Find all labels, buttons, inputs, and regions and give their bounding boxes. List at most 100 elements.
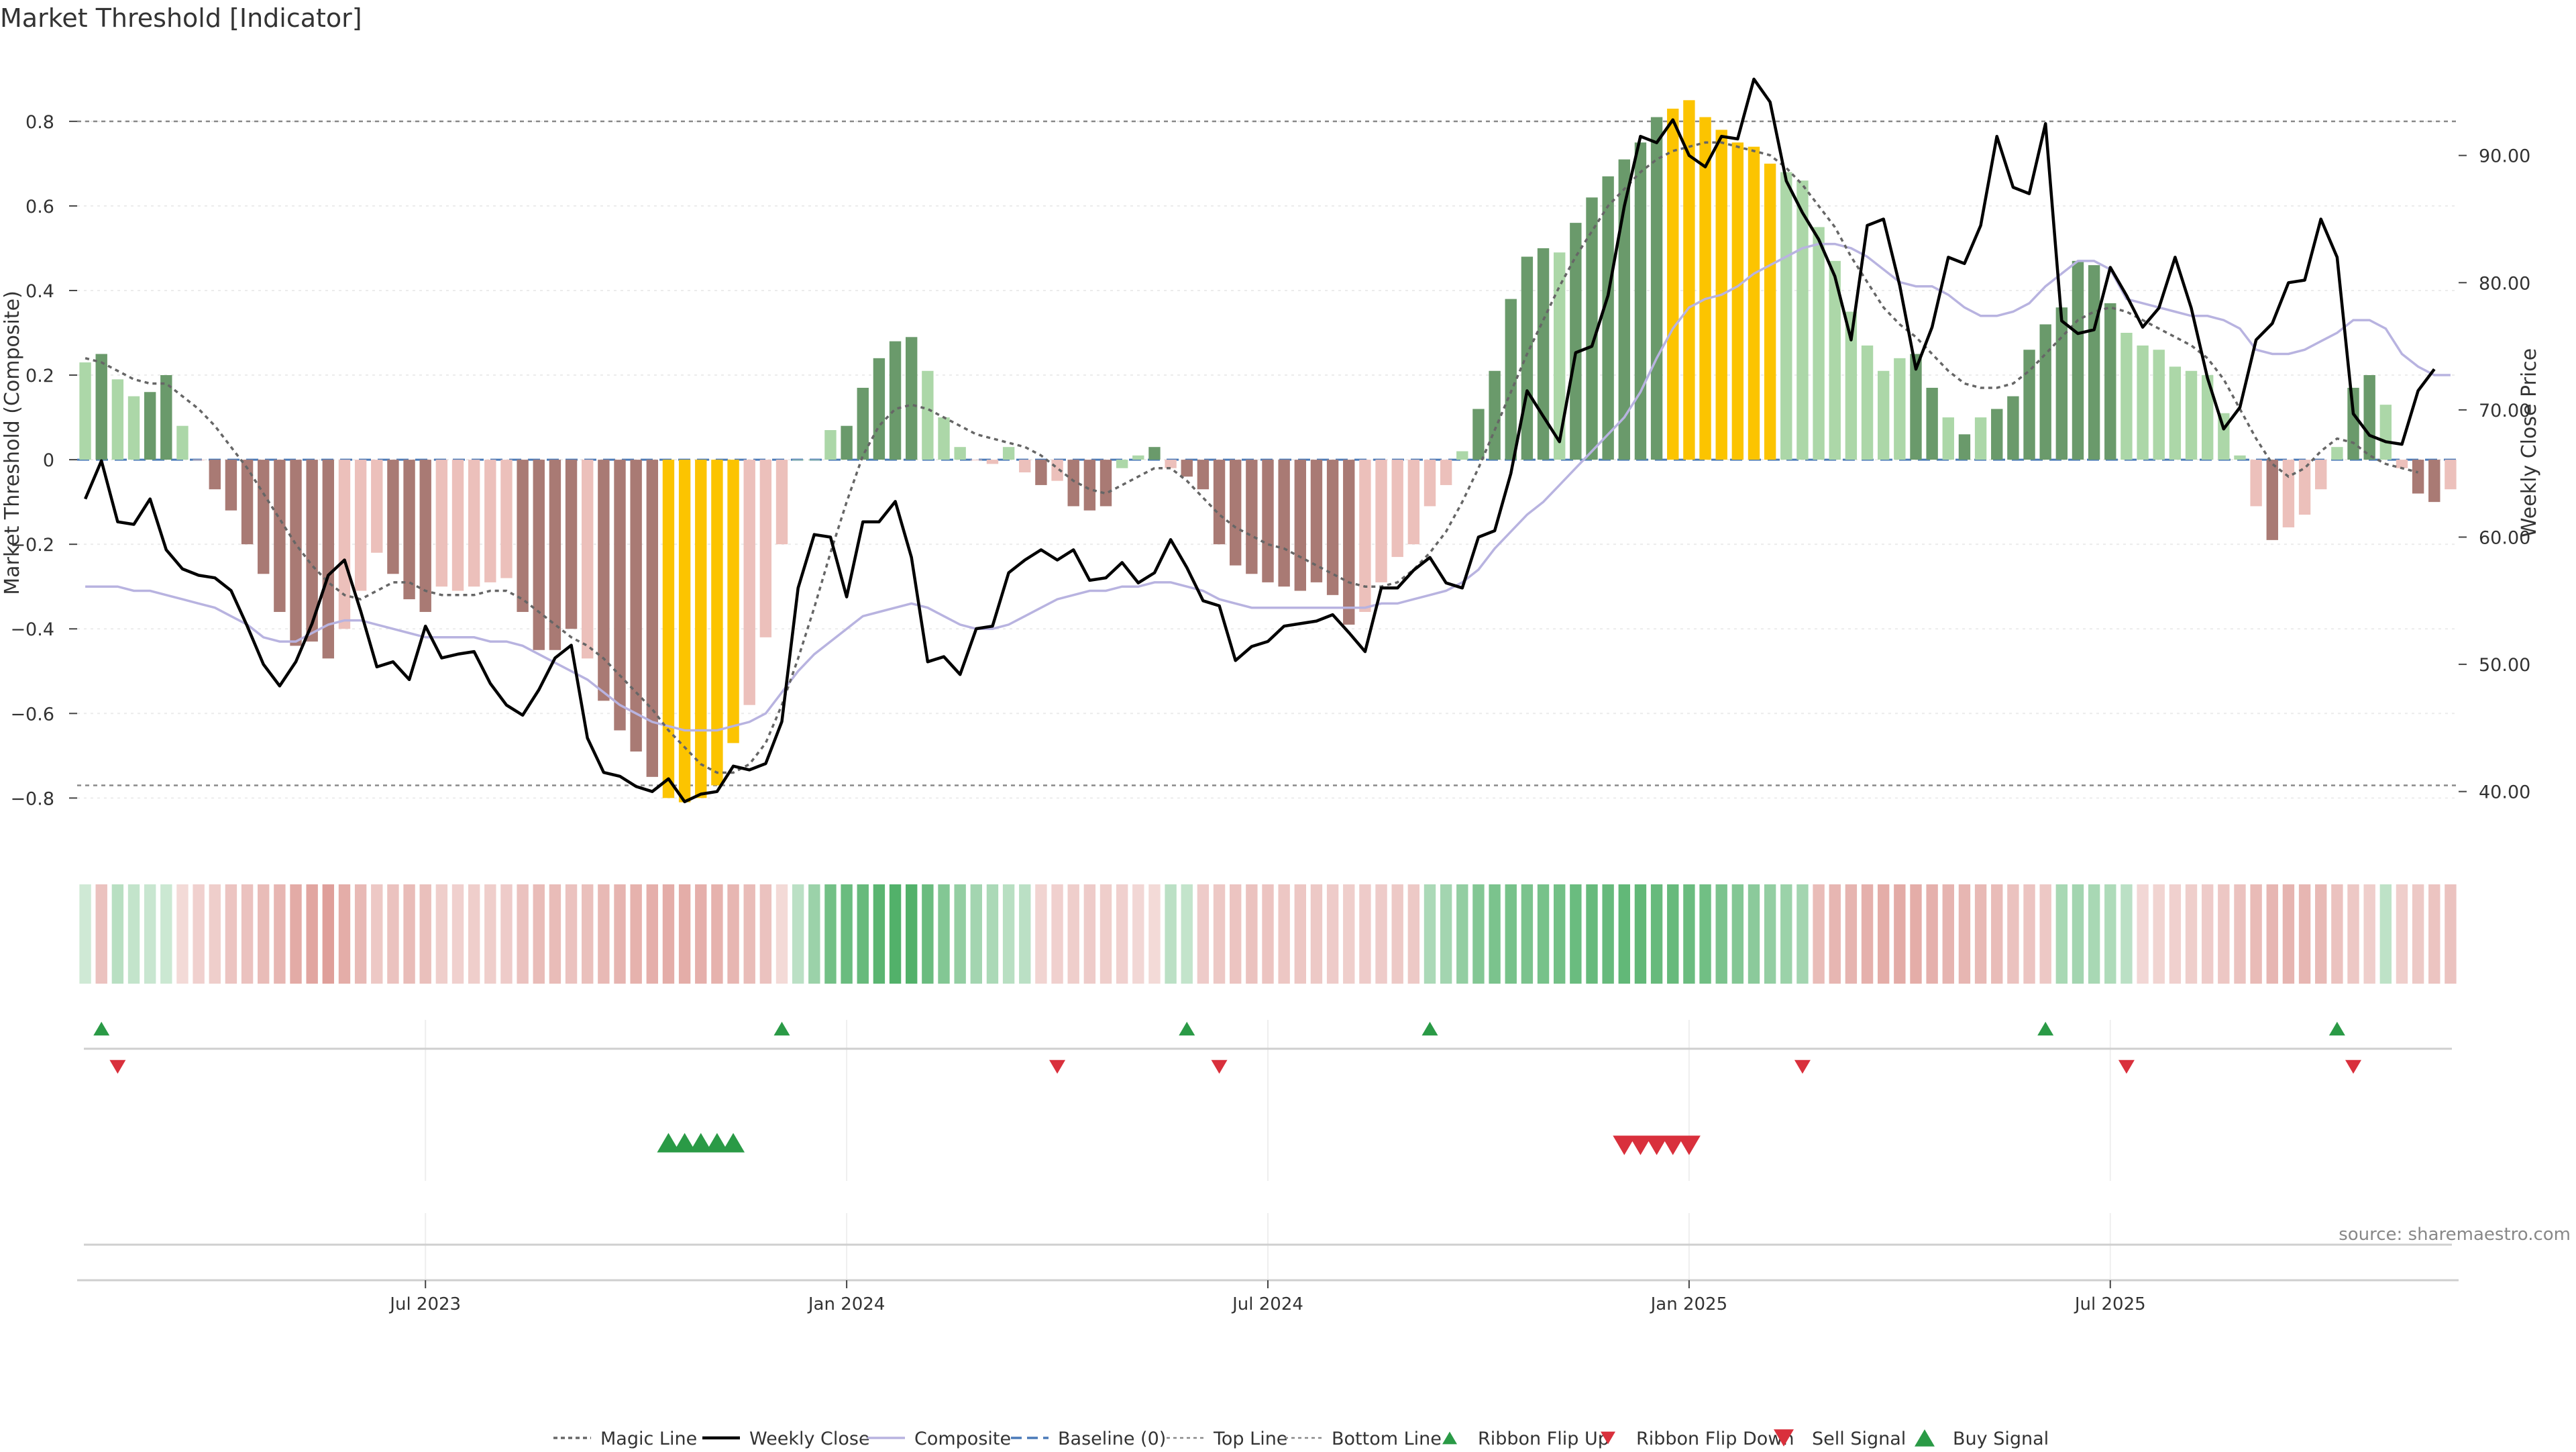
threshold-bar bbox=[922, 370, 934, 460]
threshold-bar bbox=[241, 460, 254, 545]
weekly-close-line bbox=[84, 77, 2436, 804]
y2-axis-label: Weekly Close Price bbox=[2518, 348, 2541, 537]
ribbon-cell bbox=[2201, 884, 2214, 984]
threshold-bar bbox=[160, 375, 172, 460]
series-lines bbox=[84, 77, 2451, 804]
threshold-bar bbox=[1246, 460, 1258, 574]
threshold-bar bbox=[2331, 447, 2343, 460]
ribbon-cell bbox=[1213, 884, 1226, 984]
ribbon-cell bbox=[2428, 884, 2440, 984]
ribbon-cell bbox=[290, 884, 302, 984]
ribbon-cell bbox=[1764, 884, 1776, 984]
legend-item-buy-signal[interactable]: Buy Signal bbox=[1915, 1429, 2049, 1449]
ribbon-cell bbox=[986, 884, 999, 984]
ribbon-cell bbox=[1343, 884, 1355, 984]
threshold-bar bbox=[775, 460, 788, 545]
threshold-bar bbox=[2396, 460, 2408, 468]
threshold-bar bbox=[954, 447, 966, 460]
ribbon-cell bbox=[2169, 884, 2182, 984]
ribbon-flip-up-marker bbox=[773, 1021, 790, 1036]
ribbon-flip-up-marker bbox=[2037, 1021, 2054, 1036]
ribbon-cell bbox=[1262, 884, 1274, 984]
ribbon-cell bbox=[274, 884, 286, 984]
threshold-bar bbox=[1002, 447, 1015, 460]
magic-line bbox=[85, 141, 2419, 774]
ribbon-cell bbox=[1991, 884, 2003, 984]
threshold-bar bbox=[1829, 260, 1841, 460]
threshold-bar bbox=[1667, 108, 1679, 460]
ribbon-strip bbox=[79, 884, 2457, 984]
legend-item-composite[interactable]: Composite bbox=[867, 1429, 1011, 1449]
legend-item-baseline[interactable]: Baseline (0) bbox=[1011, 1429, 1166, 1449]
ribbon-cell bbox=[79, 884, 91, 984]
legend-item-ribbon-flip-down[interactable]: Ribbon Flip Down bbox=[1601, 1429, 1794, 1449]
threshold-bar bbox=[1521, 256, 1534, 460]
ribbon-cell bbox=[322, 884, 335, 984]
threshold-bar bbox=[2137, 345, 2149, 460]
threshold-bar bbox=[127, 396, 140, 460]
threshold-bar bbox=[1197, 460, 1210, 490]
legend-swatch bbox=[1601, 1431, 1615, 1445]
threshold-bar bbox=[1942, 417, 1954, 460]
threshold-bar bbox=[1375, 460, 1387, 582]
ribbon-cell bbox=[598, 884, 610, 984]
threshold-bar bbox=[144, 392, 156, 460]
ribbon-cell bbox=[1748, 884, 1760, 984]
ribbon-cell bbox=[144, 884, 156, 984]
threshold-bar bbox=[1116, 460, 1128, 468]
threshold-bar bbox=[662, 460, 675, 798]
threshold-bar bbox=[1343, 460, 1355, 625]
threshold-bar bbox=[1845, 311, 1858, 460]
ribbon-cell bbox=[2121, 884, 2133, 984]
ribbon-cell bbox=[338, 884, 351, 984]
legend-item-ribbon-flip-up[interactable]: Ribbon Flip Up bbox=[1442, 1429, 1609, 1449]
threshold-bar bbox=[225, 460, 237, 511]
sell-signal-marker bbox=[1613, 1135, 1636, 1155]
threshold-bar bbox=[841, 425, 853, 460]
ribbon-cell bbox=[1489, 884, 1501, 984]
ribbon-cell bbox=[533, 884, 545, 984]
ribbon-cell bbox=[938, 884, 950, 984]
threshold-bar bbox=[2428, 460, 2440, 503]
threshold-bar bbox=[598, 460, 610, 701]
threshold-bar bbox=[2007, 396, 2019, 460]
threshold-bar bbox=[1505, 299, 1517, 460]
ribbon-cell bbox=[2023, 884, 2035, 984]
legend-item-sell-signal[interactable]: Sell Signal bbox=[1774, 1429, 1906, 1449]
legend-item-magic-line[interactable]: Magic Line bbox=[553, 1429, 697, 1449]
threshold-bar bbox=[403, 460, 415, 600]
ribbon-cell bbox=[614, 884, 626, 984]
ribbon-cell bbox=[727, 884, 739, 984]
legend[interactable]: Magic Line Weekly Close Composite Baseline … bbox=[553, 1429, 2049, 1449]
threshold-bar bbox=[2315, 460, 2327, 490]
y-tick-label: −0.4 bbox=[10, 619, 54, 640]
legend-item-weekly-close[interactable]: Weekly Close bbox=[702, 1429, 870, 1449]
threshold-bar bbox=[1748, 146, 1760, 460]
ribbon-cell bbox=[2298, 884, 2311, 984]
threshold-bar bbox=[2055, 307, 2068, 460]
threshold-bar bbox=[2088, 265, 2100, 460]
y2-tick-label: 70.00 bbox=[2479, 401, 2530, 421]
y-tick-label: 0.2 bbox=[25, 366, 54, 386]
threshold-bar bbox=[1910, 354, 1922, 460]
ribbon-cell bbox=[1278, 884, 1290, 984]
threshold-bar bbox=[2121, 333, 2133, 460]
threshold-bar bbox=[938, 417, 950, 460]
threshold-bar bbox=[1019, 460, 1031, 473]
ribbon-cell bbox=[630, 884, 642, 984]
legend-swatch bbox=[1915, 1429, 1935, 1447]
legend-item-bottom-line[interactable]: Bottom Line bbox=[1285, 1429, 1442, 1449]
ribbon-cell bbox=[1958, 884, 1971, 984]
ribbon-cell bbox=[824, 884, 837, 984]
threshold-bar bbox=[1181, 460, 1193, 477]
threshold-bar bbox=[2347, 387, 2359, 460]
ribbon-cell bbox=[1197, 884, 1210, 984]
threshold-bar bbox=[2104, 303, 2116, 460]
threshold-bar bbox=[1278, 460, 1290, 587]
threshold-bar bbox=[678, 460, 691, 802]
ribbon-cell bbox=[209, 884, 221, 984]
legend-item-top-line[interactable]: Top Line bbox=[1167, 1429, 1287, 1449]
ribbon-cell bbox=[1035, 884, 1047, 984]
ribbon-flip-up-marker bbox=[1179, 1021, 1195, 1036]
legend-label: Weekly Close bbox=[749, 1429, 870, 1449]
